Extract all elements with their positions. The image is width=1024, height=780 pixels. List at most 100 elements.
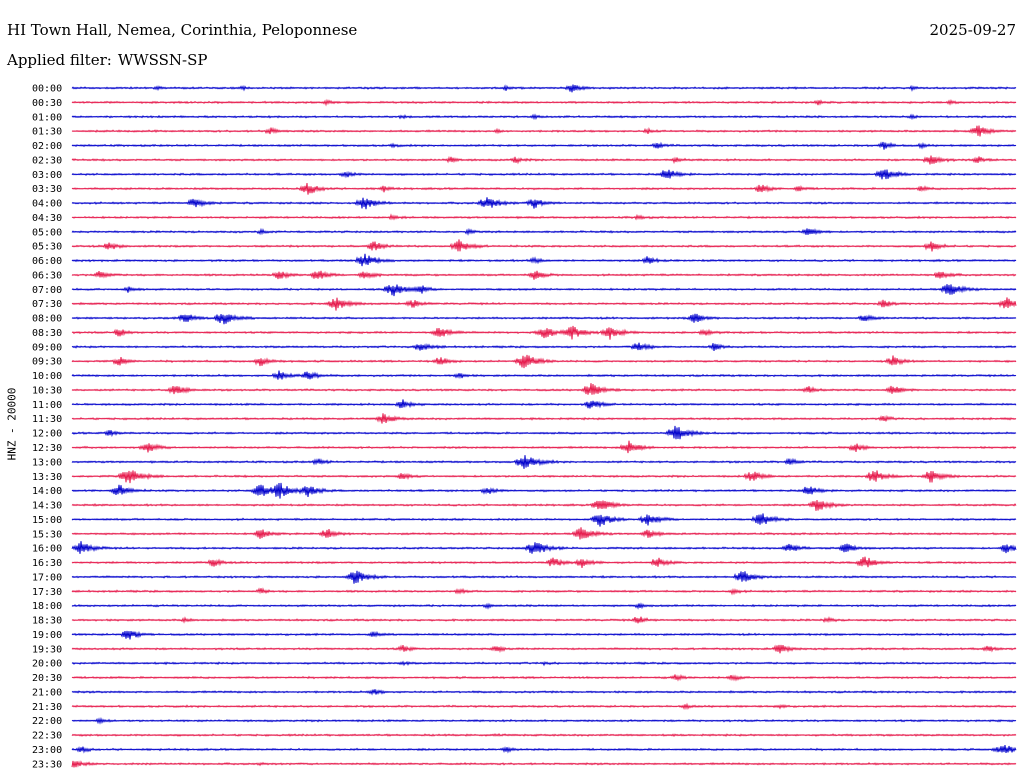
trace-row: [71, 702, 1017, 711]
trace-row: [71, 541, 1017, 554]
trace-row: [71, 284, 1017, 297]
row-time-label: 10:00: [32, 371, 62, 382]
trace-row: [71, 98, 1017, 107]
row-time-label: 02:30: [32, 155, 62, 166]
filter-line: Applied filter: WWSSN-SP: [7, 50, 208, 70]
trace-row: [71, 673, 1017, 682]
trace-row: [71, 354, 1017, 369]
trace-row: [71, 499, 1017, 511]
filter-label: Applied filter:: [7, 51, 112, 69]
trace-row: [71, 732, 1017, 738]
row-time-label: 01:30: [32, 127, 62, 138]
row-time-label: 08:30: [32, 328, 62, 339]
row-time-label: 05:30: [32, 242, 62, 253]
trace-row: [71, 197, 1017, 210]
row-time-label: 08:00: [32, 314, 62, 325]
row-time-label: 02:00: [32, 141, 62, 152]
row-time-label: 10:30: [32, 385, 62, 396]
trace-row: [71, 155, 1017, 165]
row-time-label: 22:30: [32, 731, 62, 742]
trace-row: [71, 587, 1017, 596]
trace-row: [71, 169, 1017, 180]
row-time-label: 05:00: [32, 227, 62, 238]
row-time-label: 11:00: [32, 400, 62, 411]
row-time-label: 20:30: [32, 673, 62, 684]
row-time-label: 09:30: [32, 357, 62, 368]
trace-row: [71, 660, 1017, 667]
trace-row: [71, 342, 1017, 351]
trace-row: [71, 370, 1017, 380]
trace-row: [71, 125, 1017, 137]
trace-row: [71, 113, 1017, 121]
trace-row: [71, 440, 1017, 454]
trace-row: [71, 689, 1017, 696]
trace-row: [71, 630, 1017, 640]
row-time-label: 04:00: [32, 199, 62, 210]
row-time-label: 18:30: [32, 616, 62, 627]
record-date: 2025-09-27: [929, 21, 1016, 39]
row-time-label: 15:00: [32, 515, 62, 526]
trace-row: [71, 455, 1017, 469]
trace-row: [71, 482, 1017, 499]
row-time-label: 04:30: [32, 213, 62, 224]
filter-value: WWSSN-SP: [117, 51, 208, 69]
trace-row: [71, 213, 1017, 221]
trace-row: [71, 556, 1017, 569]
row-time-label: 16:00: [32, 544, 62, 555]
row-time-label: 21:00: [32, 687, 62, 698]
trace-row: [71, 644, 1017, 654]
row-time-label: 09:00: [32, 342, 62, 353]
row-time-label: 06:00: [32, 256, 62, 267]
row-time-label: 17:00: [32, 572, 62, 583]
row-time-label: 07:30: [32, 299, 62, 310]
row-time-label: 14:00: [32, 486, 62, 497]
row-time-label: 20:00: [32, 659, 62, 670]
trace-row: [71, 399, 1017, 409]
trace-row: [71, 325, 1017, 340]
row-time-label: 23:30: [32, 759, 62, 770]
trace-row: [71, 513, 1017, 527]
row-time-label: 03:30: [32, 184, 62, 195]
trace-row: [71, 570, 1017, 584]
row-time-label: 00:00: [32, 84, 62, 95]
trace-row: [71, 182, 1017, 195]
trace-row: [71, 84, 1017, 93]
trace-row: [71, 527, 1017, 540]
row-time-label: 07:00: [32, 285, 62, 296]
row-time-label: 19:00: [32, 630, 62, 641]
trace-row: [71, 383, 1017, 395]
row-time-label: 01:00: [32, 112, 62, 123]
trace-row: [71, 744, 1017, 754]
trace-row: [71, 716, 1017, 725]
trace-row: [71, 470, 1017, 484]
row-time-label: 06:30: [32, 270, 62, 281]
trace-row: [71, 313, 1017, 325]
row-time-label: 15:30: [32, 529, 62, 540]
row-time-label: 16:30: [32, 558, 62, 569]
trace-row: [71, 253, 1017, 267]
trace-row: [71, 227, 1017, 236]
row-time-label: 12:00: [32, 429, 62, 440]
trace-row: [71, 616, 1017, 624]
trace-row: [71, 141, 1017, 150]
trace-row: [71, 425, 1017, 440]
row-time-label: 18:00: [32, 601, 62, 612]
row-time-label: 21:30: [32, 702, 62, 713]
row-time-label: 11:30: [32, 414, 62, 425]
row-time-label: 00:30: [32, 98, 62, 109]
trace-row: [71, 760, 1017, 768]
trace-row: [71, 270, 1017, 280]
station-title: HI Town Hall, Nemea, Corinthia, Peloponn…: [7, 21, 358, 39]
row-time-label: 22:00: [32, 716, 62, 727]
trace-row: [71, 297, 1017, 311]
row-time-label: 13:00: [32, 457, 62, 468]
trace-row: [71, 413, 1017, 424]
trace-row: [71, 602, 1017, 610]
row-time-label: 23:00: [32, 745, 62, 756]
trace-row: [71, 239, 1017, 252]
row-time-label: 13:30: [32, 472, 62, 483]
row-time-label: 19:30: [32, 644, 62, 655]
row-time-label: 12:30: [32, 443, 62, 454]
